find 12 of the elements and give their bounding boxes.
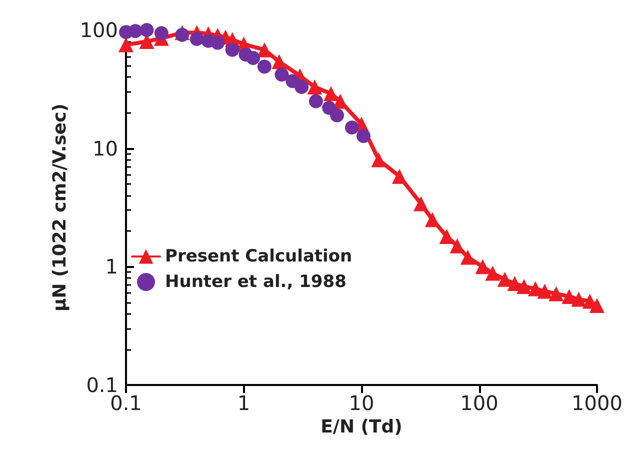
y-tick-label: 10 xyxy=(92,136,118,160)
legend-label: Hunter et al., 1988 xyxy=(165,272,346,292)
x-tick-label: 1 xyxy=(237,391,250,415)
y-axis-title: μN (1022 cm2/V.sec) xyxy=(49,104,70,312)
y-tick-label: 1 xyxy=(105,254,118,279)
x-tick-label: 10 xyxy=(348,391,374,415)
legend-label: Present Calculation xyxy=(165,246,352,266)
x-tick-label: 1000 xyxy=(572,391,622,415)
x-tick-label: 0.1 xyxy=(110,391,142,415)
y-tick-label: 100 xyxy=(80,18,118,42)
x-tick-label: 100 xyxy=(460,391,498,415)
x-axis-title: E/N (Td) xyxy=(320,416,402,438)
